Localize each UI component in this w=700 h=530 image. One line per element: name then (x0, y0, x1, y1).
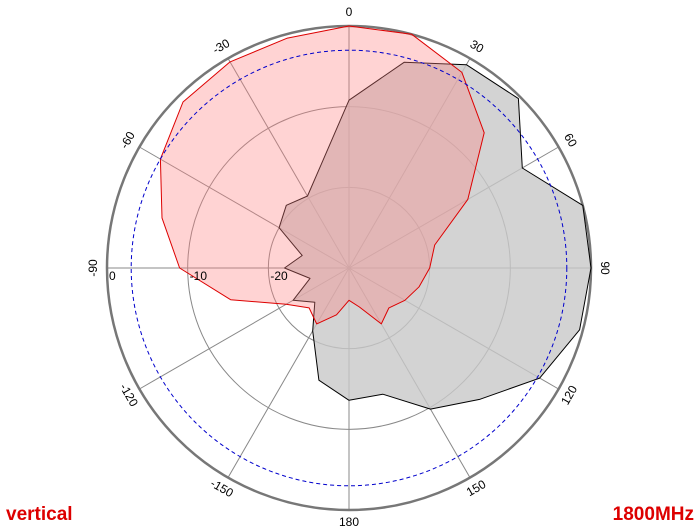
annotation: 1800MHz (613, 504, 694, 525)
r-tick-label: -10 (190, 269, 208, 283)
pattern-trace (278, 61, 592, 410)
angle-tick-label: 90 (598, 261, 612, 275)
angle-tick-label: 0 (346, 5, 353, 19)
angle-tick-label: 30 (468, 37, 487, 56)
pattern-trace (159, 25, 485, 325)
r-tick-label: 0 (109, 269, 116, 283)
angle-tick-label: -90 (86, 259, 100, 277)
angle-tick-label: 60 (561, 131, 580, 150)
plot-area (130, 25, 592, 487)
angle-tick-label: 180 (339, 515, 359, 529)
r-tick-label: -20 (270, 269, 288, 283)
annotation: vertical (6, 504, 73, 525)
reference-ring (130, 49, 568, 487)
